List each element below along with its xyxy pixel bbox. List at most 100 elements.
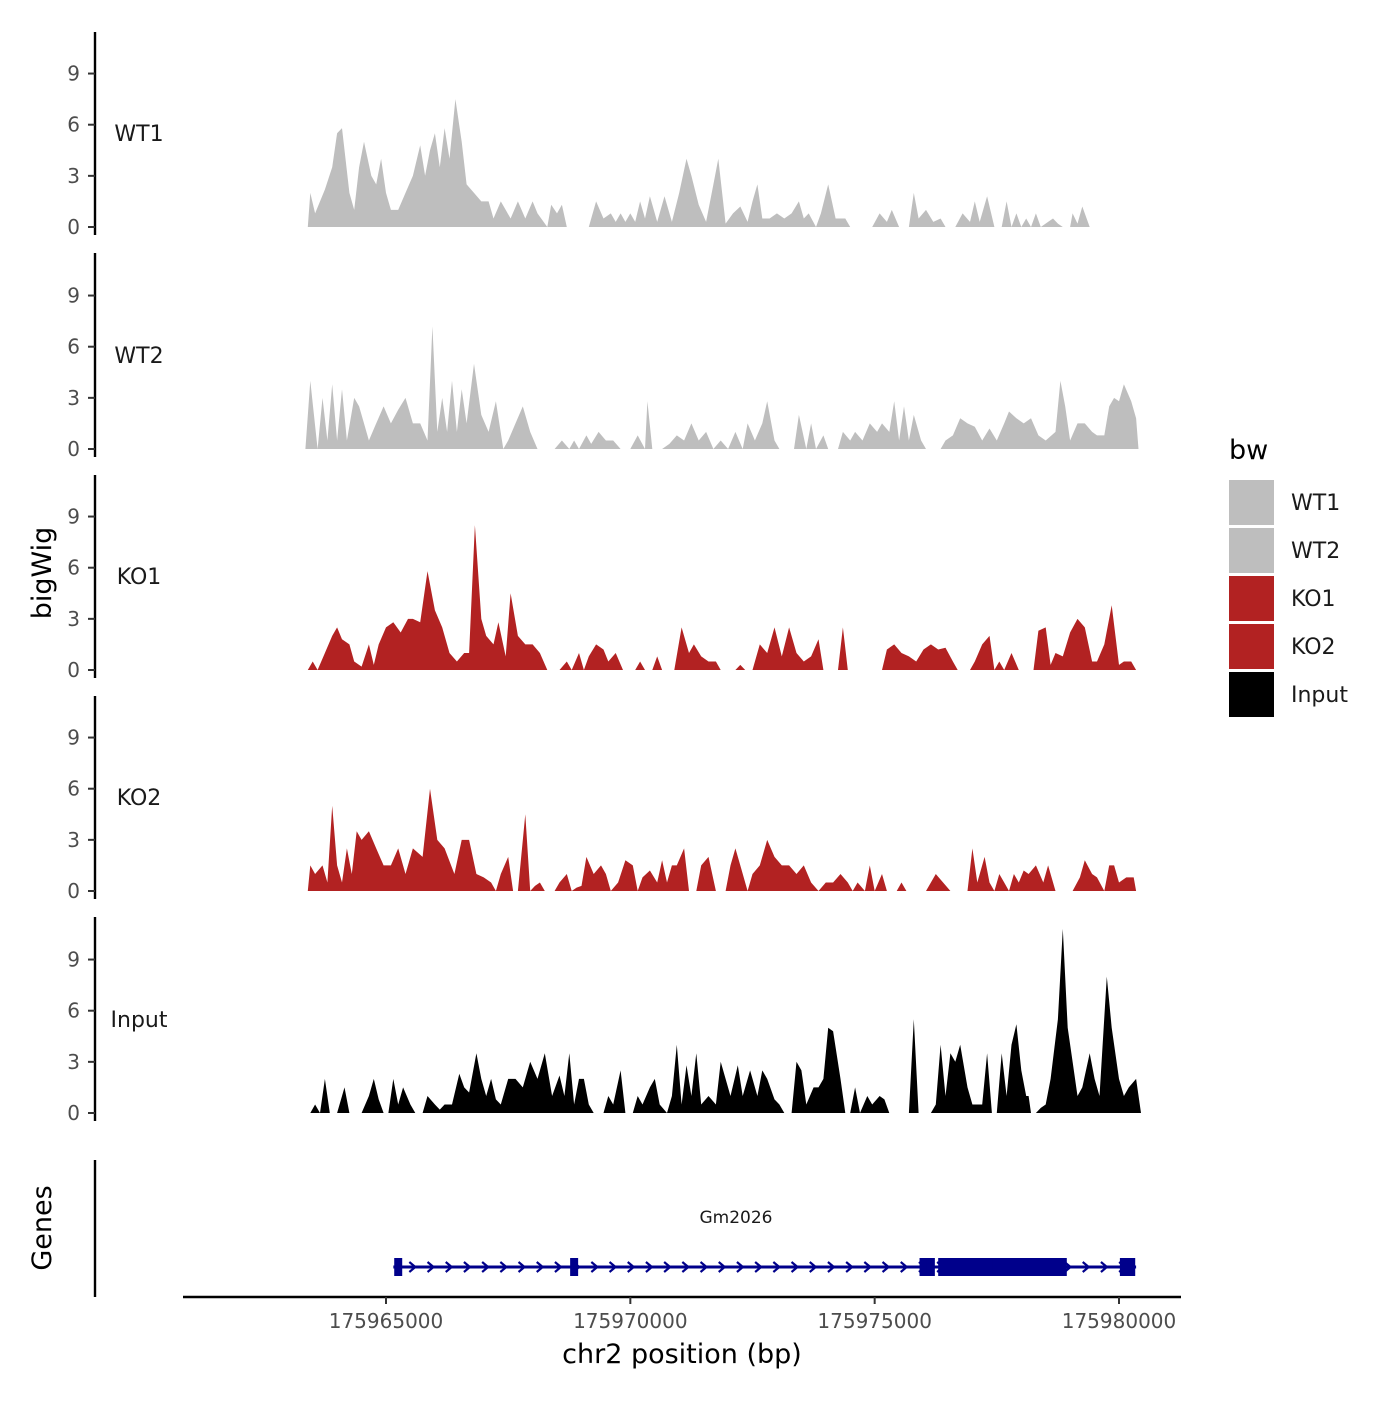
coverage-area-ko1b	[559, 627, 848, 670]
x-tick-label: 175975000	[817, 1309, 932, 1333]
coverage-area-wt1	[307, 99, 572, 227]
strand-arrow	[1100, 1261, 1109, 1273]
strand-arrow	[445, 1261, 454, 1273]
coverage-area-wt1c	[872, 192, 1095, 227]
strand-arrow	[827, 1261, 836, 1273]
strand-arrow	[426, 1261, 436, 1273]
legend: bw WT1 WT2 KO1 KO2 Input	[1229, 435, 1348, 717]
strand-arrow	[1082, 1261, 1091, 1273]
coverage-area-wt2b	[554, 401, 787, 449]
strand-arrow	[699, 1261, 709, 1273]
strand-arrow	[645, 1261, 654, 1273]
track-panel-ko2: 0 3 6 9 KO2	[67, 696, 1137, 903]
strand-arrow	[809, 1261, 818, 1273]
strand-arrow	[517, 1261, 527, 1273]
legend-key-ko2	[1229, 624, 1274, 669]
y-tick-label: 3	[67, 164, 80, 188]
x-tick-label: 175980000	[1062, 1309, 1177, 1333]
strand-arrow	[718, 1261, 727, 1273]
strand-arrow	[900, 1261, 909, 1273]
x-axis-title: chr2 position (bp)	[562, 1339, 802, 1370]
coverage-area-ko2b	[554, 848, 721, 891]
y-tick-label: 3	[67, 828, 80, 852]
y-tick-label: 6	[67, 777, 80, 801]
y-tick-label: 6	[67, 999, 80, 1023]
strand-arrow	[590, 1261, 600, 1273]
track-panel-input: 0 3 6 9 Input	[67, 917, 1141, 1125]
coverage-area-inputd	[908, 928, 1141, 1113]
strand-arrow	[790, 1261, 800, 1273]
strand-arrow	[608, 1261, 618, 1273]
coverage-area-input	[310, 1053, 594, 1113]
coverage-area-inputc	[791, 1027, 890, 1113]
coverage-area-wt1b	[588, 158, 851, 227]
y-tick-label: 6	[67, 335, 80, 359]
y-tick-label: 9	[67, 948, 80, 972]
coverage-area-ko2d	[896, 848, 1056, 891]
gene-exon-mark	[992, 1258, 1001, 1276]
gene-exon-mark	[570, 1258, 579, 1276]
strand-arrow	[681, 1261, 691, 1273]
strand-arrow	[499, 1261, 509, 1273]
strand-arrow	[863, 1261, 873, 1273]
gene-exon-mark	[1127, 1258, 1136, 1276]
track-label-ko2: KO2	[117, 786, 162, 811]
legend-key-input	[1229, 672, 1274, 717]
legend-label-input: Input	[1291, 683, 1348, 708]
strand-arrow	[463, 1261, 472, 1273]
coverage-area-ko2c	[725, 839, 887, 891]
coverage-area-wt2	[305, 326, 538, 449]
x-tick-label: 175970000	[573, 1309, 688, 1333]
strand-arrow	[881, 1261, 891, 1273]
coverage-area-wt2d	[940, 380, 1139, 449]
y-tick-label: 0	[67, 215, 80, 239]
track-panel-wt2: 0 3 6 9 WT2	[67, 253, 1139, 461]
track-label-wt1: WT1	[114, 122, 163, 147]
y-tick-label: 9	[67, 62, 80, 86]
legend-key-wt2	[1229, 528, 1274, 573]
coverage-area-ko1d	[1033, 605, 1137, 670]
y-tick-label: 6	[67, 113, 80, 137]
y-tick-label: 9	[67, 284, 80, 308]
x-axis: 175965000 175970000 175975000 175980000	[183, 1295, 1181, 1333]
coverage-area-wt2c	[794, 401, 926, 449]
track-panel-wt1: 0 3 6 9 WT1	[67, 32, 1095, 239]
coverage-area-ko2e	[1072, 860, 1137, 891]
strand-arrow	[736, 1261, 745, 1273]
strand-arrow	[772, 1261, 782, 1273]
y-tick-label: 3	[67, 1050, 80, 1074]
y-tick-label: 0	[67, 1101, 80, 1125]
x-tick-label: 175965000	[329, 1309, 444, 1333]
coverage-area-ko2	[307, 788, 545, 891]
strand-arrow	[845, 1261, 854, 1273]
strand-arrow	[554, 1261, 563, 1273]
y-tick-label: 9	[67, 505, 80, 529]
legend-label-wt2: WT2	[1291, 539, 1340, 564]
track-label-input: Input	[111, 1008, 168, 1033]
y-axis-title: bigWig	[27, 527, 58, 620]
coverage-area-ko1	[307, 525, 548, 670]
y-tick-label: 9	[67, 726, 80, 750]
gene-exon-mark	[1058, 1258, 1067, 1276]
gene-label: Gm2026	[700, 1208, 773, 1228]
y-tick-label: 0	[67, 879, 80, 903]
genes-axis-title: Genes	[27, 1185, 58, 1270]
y-tick-label: 6	[67, 556, 80, 580]
legend-label-ko2: KO2	[1291, 635, 1336, 660]
y-tick-label: 3	[67, 607, 80, 631]
track-label-wt2: WT2	[114, 344, 163, 369]
track-panel-ko1: 0 3 6 9 KO1	[67, 475, 1137, 682]
y-tick-label: 0	[67, 658, 80, 682]
strand-arrow	[481, 1261, 490, 1273]
strand-arrow	[754, 1261, 763, 1273]
y-tick-label: 3	[67, 386, 80, 410]
strand-arrow	[627, 1261, 636, 1273]
coverage-area-inputb	[603, 1044, 785, 1113]
tracks-layer: 0 3 6 9 WT1 0 3 6 9 WT2 0 3 6 9 KO1 0 3 6 9 KO2 0 3 6 9 Input	[67, 32, 1141, 1125]
gene-exon-mark	[394, 1258, 403, 1276]
coverage-area-ko1c	[882, 635, 1019, 670]
strand-arrow	[408, 1261, 418, 1273]
genes-layer: Gm2026	[93, 1160, 1137, 1297]
